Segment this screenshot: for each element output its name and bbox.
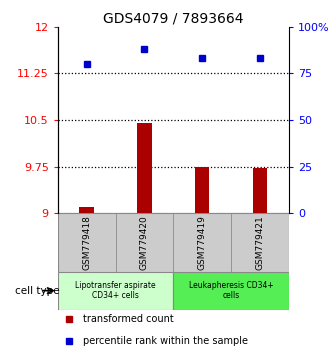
FancyBboxPatch shape <box>231 213 289 272</box>
Text: GSM779419: GSM779419 <box>198 215 207 270</box>
Text: Lipotransfer aspirate
CD34+ cells: Lipotransfer aspirate CD34+ cells <box>75 281 156 300</box>
Title: GDS4079 / 7893664: GDS4079 / 7893664 <box>103 11 244 25</box>
Text: GSM779418: GSM779418 <box>82 215 91 270</box>
FancyBboxPatch shape <box>173 272 289 310</box>
Text: cell type: cell type <box>16 286 60 296</box>
Text: transformed count: transformed count <box>83 314 174 324</box>
Text: Leukapheresis CD34+
cells: Leukapheresis CD34+ cells <box>189 281 273 300</box>
Text: percentile rank within the sample: percentile rank within the sample <box>83 336 248 347</box>
FancyBboxPatch shape <box>115 213 173 272</box>
Bar <box>195 167 209 213</box>
Text: GSM779420: GSM779420 <box>140 215 149 270</box>
Bar <box>137 123 151 213</box>
FancyBboxPatch shape <box>58 213 115 272</box>
FancyBboxPatch shape <box>173 213 231 272</box>
Bar <box>253 168 267 213</box>
FancyBboxPatch shape <box>58 272 173 310</box>
Text: GSM779421: GSM779421 <box>255 215 264 270</box>
Bar <box>80 207 94 213</box>
